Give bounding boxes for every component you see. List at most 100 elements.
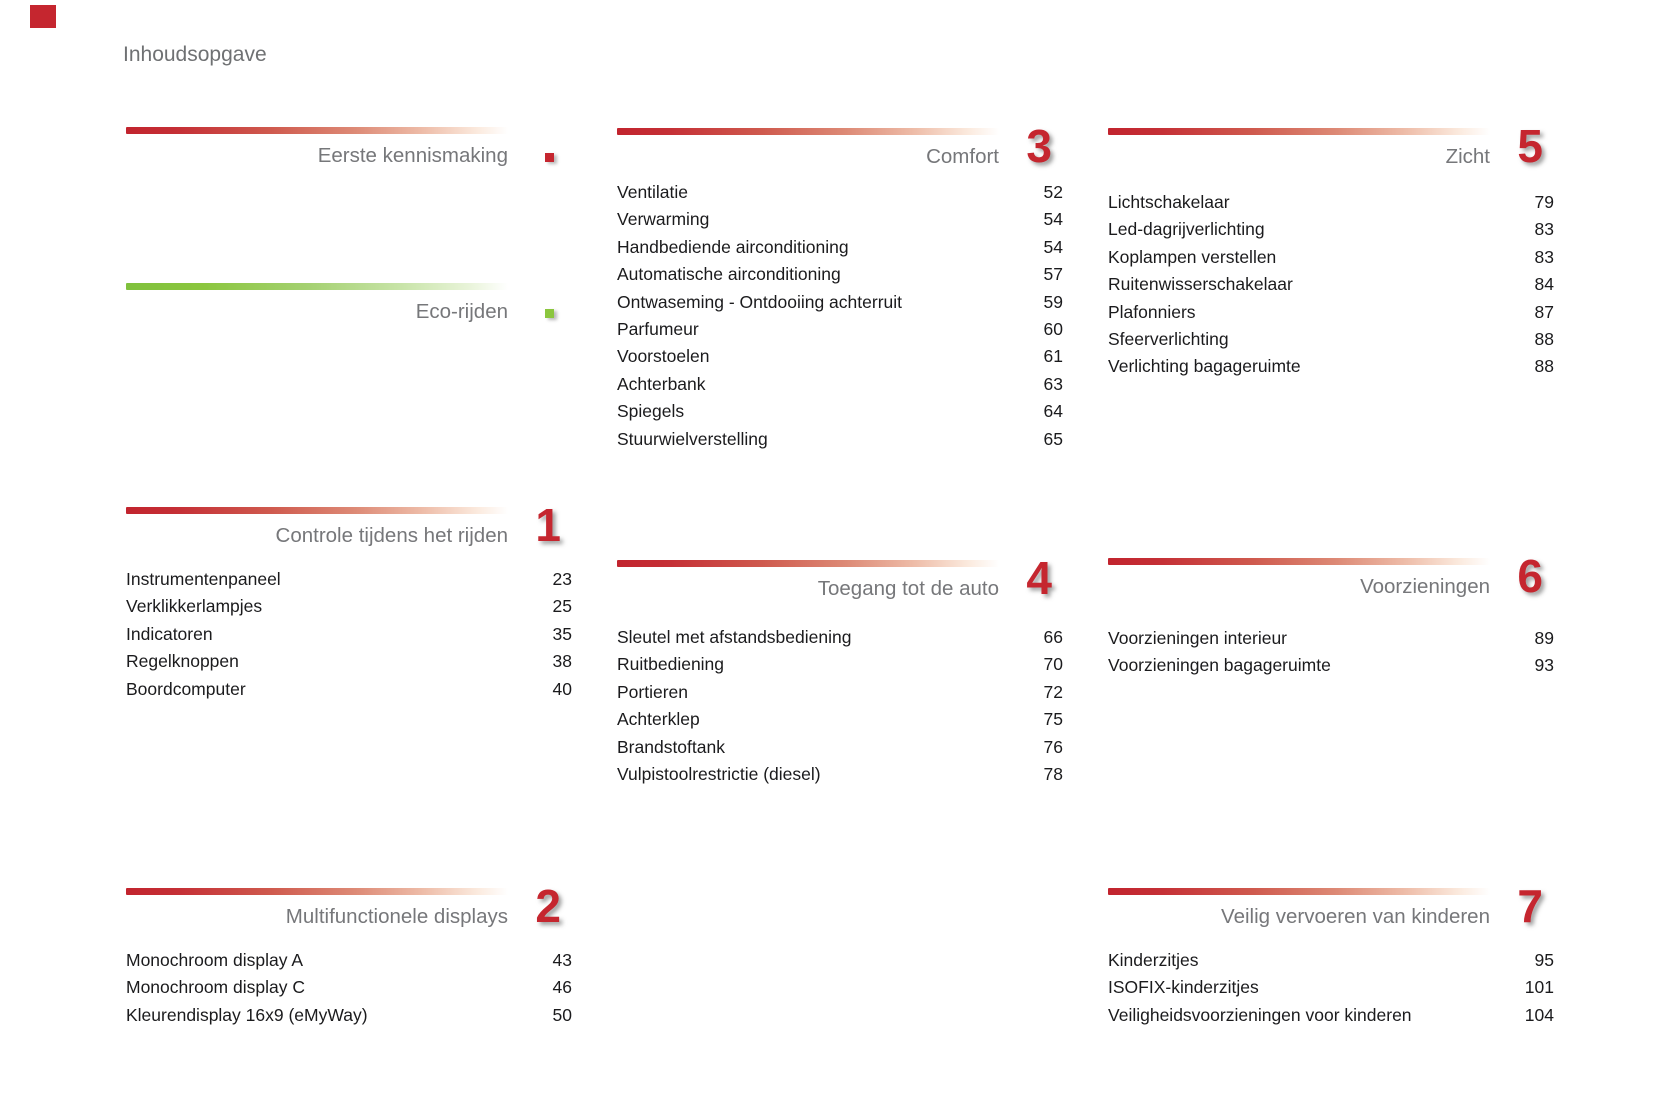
toc-item-label: Brandstoftank: [617, 736, 725, 757]
toc-item-label: Koplampen verstellen: [1108, 246, 1277, 267]
toc-item-label: Spiegels: [617, 401, 685, 422]
toc-item-label: Stuurwielverstelling: [617, 428, 768, 449]
toc-item-page-number: 46: [552, 977, 572, 998]
toc-item-list: Instrumentenpaneel 23 Verklikkerlampjes 25 I…: [126, 566, 572, 703]
toc-item-label: Automatische airconditioning: [617, 264, 841, 285]
section-number: 1: [535, 499, 561, 551]
toc-item: Voorzieningen bagageruimte 93: [1108, 652, 1554, 679]
section-number: 5: [1517, 120, 1543, 172]
toc-item: Sfeerverlichting 88: [1108, 326, 1554, 353]
toc-item-label: Kleurendisplay 16x9 (eMyWay): [126, 1004, 368, 1025]
toc-item-page-number: 38: [552, 651, 572, 672]
toc-item-page-number: 78: [1043, 764, 1063, 785]
toc-item-label: Handbediende airconditioning: [617, 236, 849, 257]
toc-item-page-number: 60: [1043, 319, 1063, 340]
toc-item-label: Achterbank: [617, 373, 706, 394]
toc-item: Ruitenwisserschakelaar 84: [1108, 271, 1554, 298]
toc-section-s1: Controle tijdens het rijden 1 Instrumenten…: [126, 502, 572, 703]
toc-item-list: Voorzieningen interieur 89 Voorzieningen b…: [1108, 625, 1554, 680]
toc-item-page-number: 83: [1534, 246, 1554, 267]
toc-item-page-number: 43: [552, 950, 572, 970]
toc-item: Portieren 72: [617, 679, 1063, 706]
section-title: Controle tijdens het rijden: [275, 524, 508, 547]
toc-item-label: Monochroom display C: [126, 977, 305, 998]
toc-item: Kleurendisplay 16x9 (eMyWay) 50: [126, 1002, 572, 1029]
toc-item-list: Sleutel met afstandsbediening 66 Ruitbedie…: [617, 624, 1063, 788]
toc-item-label: Voorstoelen: [617, 346, 710, 367]
toc-section-s5: Zicht 5 Lichtschakelaar 79 Led-dagrijverlich…: [1108, 123, 1554, 381]
toc-item-label: Parfumeur: [617, 319, 699, 340]
toc-item-page-number: 59: [1043, 291, 1063, 312]
toc-item-page-number: 104: [1524, 1004, 1554, 1025]
toc-item: Achterklep 75: [617, 706, 1063, 733]
toc-item: Parfumeur 60: [617, 316, 1063, 343]
page-title: Inhoudsopgave: [123, 43, 267, 66]
toc-item-list: Ventilatie 52 Verwarming 54 Handbediende air…: [617, 179, 1063, 453]
toc-item-label: Vulpistoolrestrictie (diesel): [617, 764, 821, 785]
section-gradient-bar: [1108, 558, 1490, 565]
toc-item-label: Voorzieningen bagageruimte: [1108, 655, 1331, 676]
toc-item: Koplampen verstellen 83: [1108, 244, 1554, 271]
toc-item: Verwarming 54: [617, 206, 1063, 233]
section-number: 7: [1517, 880, 1543, 932]
toc-item: Kinderzitjes 95: [1108, 947, 1554, 974]
toc-item-label: Verlichting bagageruimte: [1108, 356, 1301, 377]
toc-item-page-number: 84: [1534, 274, 1554, 295]
toc-item-page-number: 66: [1043, 627, 1063, 647]
toc-item: Indicatoren 35: [126, 621, 572, 648]
toc-section-s2: Multifunctionele displays 2 Monochroom dis…: [126, 883, 572, 1029]
toc-item: Verlichting bagageruimte 88: [1108, 353, 1554, 380]
toc-item-page-number: 54: [1043, 209, 1063, 230]
toc-item: Instrumentenpaneel 23: [126, 566, 572, 593]
toc-item-label: Ventilatie: [617, 182, 689, 202]
section-title: Multifunctionele displays: [285, 905, 508, 928]
toc-item-label: Achterklep: [617, 709, 700, 730]
toc-item-list: Lichtschakelaar 79 Led-dagrijverlichting 83…: [1108, 189, 1554, 381]
section-number: 2: [535, 880, 561, 932]
toc-item: ISOFIX-kinderzitjes 101: [1108, 974, 1554, 1001]
toc-item: Handbediende airconditioning 54: [617, 234, 1063, 261]
toc-section-intro: Eerste kennismaking: [126, 127, 572, 168]
toc-item-label: Lichtschakelaar: [1108, 192, 1230, 212]
section-gradient-bar: [126, 507, 508, 514]
toc-item-list: Monochroom display A 43 Monochroom display…: [126, 947, 572, 1029]
section-gradient-bar: [126, 283, 508, 290]
toc-section-eco: Eco-rijden: [126, 283, 572, 324]
toc-item-page-number: 70: [1043, 654, 1063, 675]
toc-item-list: Kinderzitjes 95 ISOFIX-kinderzitjes 101 Veil…: [1108, 947, 1554, 1029]
toc-item-label: Regelknoppen: [126, 651, 239, 672]
section-number: 3: [1026, 120, 1052, 172]
toc-item: Verklikkerlampjes 25: [126, 593, 572, 620]
toc-section-s7: Veilig vervoeren van kinderen 7 Kinderzitj…: [1108, 883, 1554, 1029]
toc-item-page-number: 72: [1043, 681, 1063, 702]
toc-section-s6: Voorzieningen 6 Voorzieningen interieur 89 V…: [1108, 553, 1554, 680]
toc-item-label: Voorzieningen interieur: [1108, 628, 1288, 648]
toc-item-page-number: 75: [1043, 709, 1063, 730]
corner-tab-marker: [30, 5, 56, 28]
toc-item-label: Verklikkerlampjes: [126, 596, 263, 617]
toc-item-page-number: 61: [1043, 346, 1063, 367]
toc-item-page-number: 35: [552, 623, 572, 644]
toc-item-page-number: 87: [1534, 301, 1554, 322]
toc-item: Regelknoppen 38: [126, 648, 572, 675]
toc-item: Voorstoelen 61: [617, 343, 1063, 370]
toc-item: Stuurwielverstelling 65: [617, 426, 1063, 453]
toc-item-page-number: 95: [1534, 950, 1554, 970]
toc-item-label: ISOFIX-kinderzitjes: [1108, 977, 1259, 998]
section-number: 6: [1517, 550, 1543, 602]
toc-item: Ventilatie 52: [617, 179, 1063, 206]
toc-item-label: Ruitenwisserschakelaar: [1108, 274, 1293, 295]
section-square-bullet-green: [545, 309, 554, 318]
toc-item: Sleutel met afstandsbediening 66: [617, 624, 1063, 651]
section-title: Veilig vervoeren van kinderen: [1221, 905, 1490, 928]
section-title: Eerste kennismaking: [317, 144, 508, 167]
toc-item-label: Boordcomputer: [126, 678, 246, 699]
toc-item-page-number: 57: [1043, 264, 1063, 285]
section-title: Toegang tot de auto: [817, 577, 999, 600]
toc-item-page-number: 101: [1524, 977, 1554, 998]
toc-item-label: Instrumentenpaneel: [126, 569, 281, 589]
section-gradient-bar: [126, 127, 508, 134]
toc-item-label: Sfeerverlichting: [1108, 329, 1229, 350]
section-gradient-bar: [1108, 128, 1490, 135]
toc-item-page-number: 63: [1043, 373, 1063, 394]
